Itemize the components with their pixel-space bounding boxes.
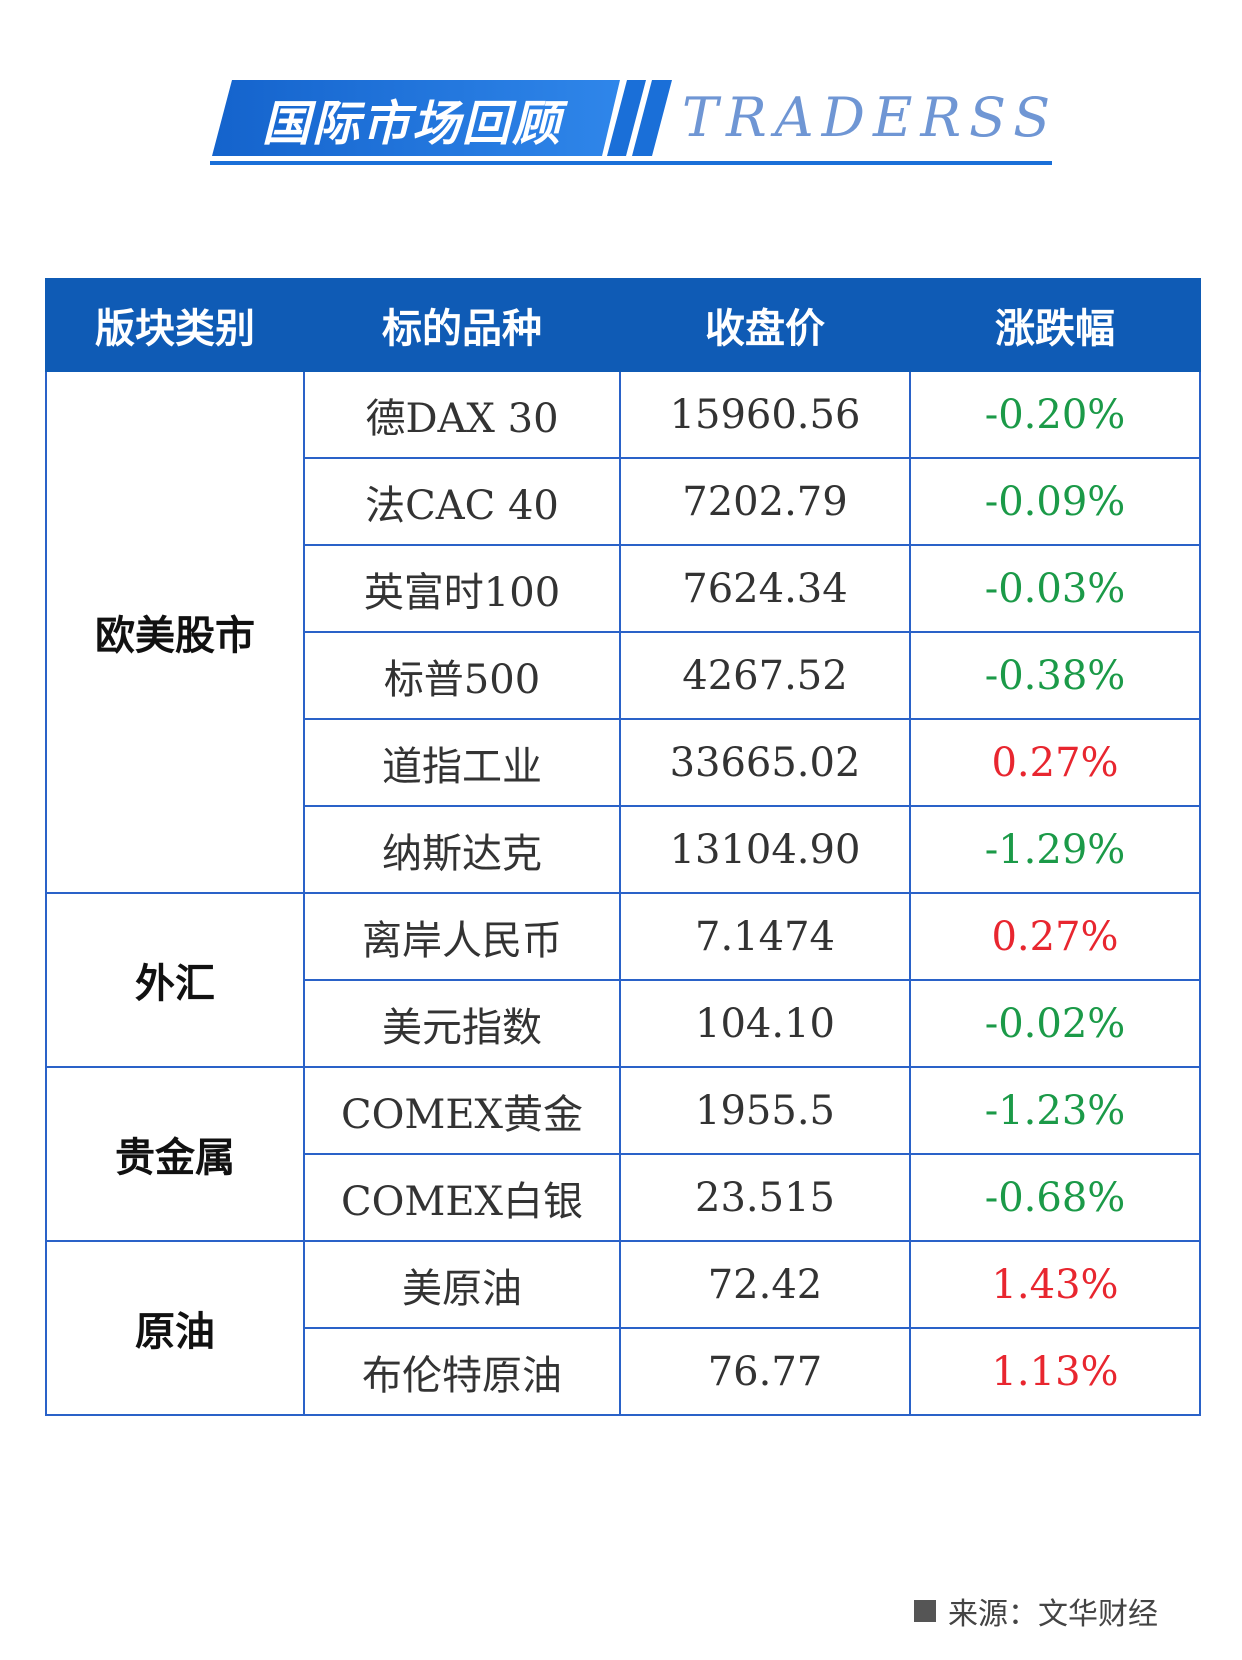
change-cell: -0.03% <box>909 544 1201 633</box>
sector-cell: 欧美股市 <box>45 370 305 894</box>
square-bullet-icon <box>914 1600 936 1622</box>
sector-cell: 原油 <box>45 1240 305 1416</box>
source-note: 来源：文华财经 <box>914 1589 1158 1633</box>
change-cell: 0.27% <box>909 718 1201 807</box>
close-price-cell: 72.42 <box>619 1240 911 1329</box>
close-price-cell: 1955.5 <box>619 1066 911 1155</box>
table-row: 贵金属 COMEX黄金 1955.5 -1.23% <box>45 1066 1201 1242</box>
table-row: COMEX白银 23.515 -0.68% <box>46 1153 1201 1242</box>
header-banner: 国际市场回顾 TRADERSS <box>0 0 1242 180</box>
instrument-cell: 美原油 <box>303 1240 621 1329</box>
banner-title: 国际市场回顾 <box>262 96 563 152</box>
table-row: 道指工业 33665.02 0.27% <box>46 718 1201 807</box>
instrument-cell: 英富时100 <box>303 544 621 633</box>
change-cell: -1.23% <box>909 1066 1201 1155</box>
table-row: 布伦特原油 76.77 1.13% <box>46 1327 1201 1416</box>
change-cell: -1.29% <box>909 805 1201 894</box>
sector-cell: 外汇 <box>45 892 305 1068</box>
instrument-cell: 道指工业 <box>303 718 621 807</box>
title-ribbon <box>212 80 620 156</box>
column-header-instrument: 标的品种 <box>303 278 621 372</box>
change-cell: 1.43% <box>909 1240 1201 1329</box>
brand-wordmark: TRADERSS <box>682 86 1059 149</box>
table-row: 欧美股市 德DAX 30 15960.56 -0.20% <box>45 370 1201 894</box>
change-cell: -0.02% <box>909 979 1201 1068</box>
close-price-cell: 4267.52 <box>619 631 911 720</box>
change-cell: -0.68% <box>909 1153 1201 1242</box>
table-row: 外汇 离岸人民币 7.1474 0.27% <box>45 892 1201 1068</box>
change-cell: -0.20% <box>909 370 1201 459</box>
change-cell: -0.09% <box>909 457 1201 546</box>
close-price-cell: 104.10 <box>619 979 911 1068</box>
slash-stripe-1 <box>607 80 646 156</box>
close-price-cell: 15960.56 <box>619 370 911 459</box>
change-cell: 1.13% <box>909 1327 1201 1416</box>
table-row: 标普500 4267.52 -0.38% <box>46 631 1201 720</box>
table-row: 英富时100 7624.34 -0.03% <box>46 544 1201 633</box>
table-row: 原油 美原油 72.42 1.43% <box>45 1240 1201 1416</box>
instrument-cell: 离岸人民币 <box>303 892 621 981</box>
instrument-cell: 德DAX 30 <box>303 370 621 459</box>
column-header-close: 收盘价 <box>619 278 911 372</box>
column-header-change: 涨跌幅 <box>909 278 1201 372</box>
table-body: 欧美股市 德DAX 30 15960.56 -0.20% 法CAC 40 720… <box>45 370 1201 1416</box>
source-text: 来源：文华财经 <box>948 1597 1158 1632</box>
banner-underline <box>210 161 1052 165</box>
table-row: 法CAC 40 7202.79 -0.09% <box>46 457 1201 546</box>
instrument-cell: 布伦特原油 <box>303 1327 621 1416</box>
close-price-cell: 13104.90 <box>619 805 911 894</box>
instrument-cell: 纳斯达克 <box>303 805 621 894</box>
close-price-cell: 76.77 <box>619 1327 911 1416</box>
slash-stripe-2 <box>632 80 672 156</box>
change-cell: -0.38% <box>909 631 1201 720</box>
market-review-table: 版块类别 标的品种 收盘价 涨跌幅 欧美股市 德DAX 30 15960.56 … <box>45 278 1201 1416</box>
table-row: 美元指数 104.10 -0.02% <box>46 979 1201 1068</box>
instrument-cell: COMEX黄金 <box>303 1066 621 1155</box>
instrument-cell: COMEX白银 <box>303 1153 621 1242</box>
change-cell: 0.27% <box>909 892 1201 981</box>
instrument-cell: 法CAC 40 <box>303 457 621 546</box>
instrument-cell: 美元指数 <box>303 979 621 1068</box>
sector-cell: 贵金属 <box>45 1066 305 1242</box>
instrument-cell: 标普500 <box>303 631 621 720</box>
close-price-cell: 7624.34 <box>619 544 911 633</box>
banner-graphic <box>210 80 1052 165</box>
column-header-sector: 版块类别 <box>45 278 305 372</box>
close-price-cell: 7.1474 <box>619 892 911 981</box>
close-price-cell: 33665.02 <box>619 718 911 807</box>
table-row: 纳斯达克 13104.90 -1.29% <box>46 805 1201 894</box>
table-header-row: 版块类别 标的品种 收盘价 涨跌幅 <box>45 278 1201 372</box>
close-price-cell: 23.515 <box>619 1153 911 1242</box>
close-price-cell: 7202.79 <box>619 457 911 546</box>
